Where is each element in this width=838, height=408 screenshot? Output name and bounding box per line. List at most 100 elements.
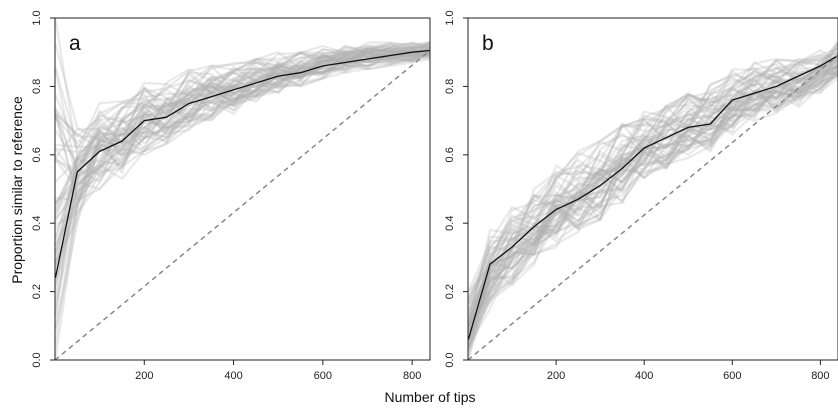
- replicate-line: [468, 63, 838, 348]
- y-tick-label: 0.8: [31, 79, 43, 94]
- replicate-line: [468, 58, 838, 326]
- y-tick-label: 0.4: [31, 216, 43, 231]
- replicate-line: [55, 46, 430, 269]
- replicate-line: [55, 41, 430, 169]
- replicate-line: [55, 56, 430, 246]
- replicate-line: [468, 74, 838, 327]
- replicate-line: [55, 47, 430, 212]
- replicate-line: [55, 46, 430, 183]
- replicate-line: [468, 65, 838, 341]
- y-tick-label: 0.0: [31, 352, 43, 367]
- replicate-line: [55, 50, 430, 169]
- plot-frame: [467, 17, 838, 361]
- x-tick-label: 600: [314, 370, 332, 382]
- replicate-line: [468, 77, 838, 320]
- replicate-line: [55, 41, 430, 152]
- replicate-line: [468, 56, 838, 305]
- replicate-line: [468, 62, 838, 303]
- replicate-line: [468, 63, 838, 312]
- replicate-line: [55, 51, 430, 359]
- panel-letter: b: [482, 32, 494, 55]
- replicate-line: [55, 51, 430, 318]
- replicate-line: [55, 48, 430, 177]
- x-tick-label: 800: [811, 370, 829, 382]
- replicate-line: [55, 18, 430, 158]
- replicate-line: [468, 56, 838, 346]
- replicate-line: [55, 52, 430, 281]
- replicate-line: [55, 43, 430, 172]
- replicate-line: [55, 40, 430, 211]
- replicate-line: [55, 41, 430, 143]
- replicate-line: [468, 70, 838, 348]
- replicate-line: [468, 53, 838, 316]
- y-tick-label: 0.8: [444, 79, 456, 94]
- replicate-line: [55, 51, 430, 253]
- replicate-line: [468, 64, 838, 360]
- replicate-line: [468, 56, 838, 299]
- replicate-line: [55, 57, 430, 317]
- replicate-line: [468, 48, 838, 311]
- replicate-line: [468, 74, 838, 350]
- replicate-line: [55, 52, 430, 230]
- replicate-line: [55, 45, 430, 149]
- replicate-line: [55, 48, 430, 207]
- y-tick-label: 0.4: [444, 216, 456, 231]
- replicate-line: [55, 51, 430, 200]
- replicate-line: [55, 53, 430, 346]
- y-tick-label: 1.0: [31, 10, 43, 25]
- y-tick-label: 0.0: [444, 352, 456, 367]
- x-tick-label: 400: [635, 370, 653, 382]
- replicate-line: [468, 65, 838, 349]
- reference-diagonal-line: [468, 55, 838, 360]
- replicate-line: [55, 42, 430, 159]
- replicate-line: [468, 56, 838, 340]
- replicate-line: [55, 50, 430, 226]
- replicate-line: [468, 66, 838, 326]
- replicate-line: [55, 52, 430, 274]
- replicate-line: [55, 49, 430, 214]
- replicate-line: [468, 51, 838, 309]
- replicate-line: [55, 44, 430, 144]
- replicate-line: [468, 70, 838, 357]
- replicate-line: [468, 49, 838, 300]
- mean-line: [468, 55, 838, 340]
- replicate-line: [55, 42, 430, 204]
- x-axis-label: Number of tips: [384, 389, 475, 405]
- replicate-line: [468, 67, 838, 325]
- panel-letter: a: [69, 32, 81, 55]
- replicate-line: [55, 41, 430, 137]
- replicate-line: [468, 66, 838, 337]
- replicate-line: [468, 74, 838, 325]
- replicate-line: [55, 49, 430, 201]
- y-tick-label: 0.2: [444, 284, 456, 299]
- reference-diagonal-line: [55, 49, 430, 360]
- replicate-line: [55, 46, 430, 302]
- replicate-line: [468, 73, 838, 341]
- replicate-line: [468, 64, 838, 327]
- y-tick-label: 1.0: [444, 10, 456, 25]
- replicate-line: [468, 60, 838, 305]
- replicate-lines: [468, 41, 838, 360]
- replicate-line: [55, 47, 430, 329]
- replicate-line: [55, 41, 430, 149]
- replicate-line: [468, 57, 838, 334]
- replicate-line: [468, 72, 838, 340]
- x-tick-label: 200: [135, 370, 153, 382]
- replicate-line: [468, 71, 838, 348]
- plot-frame: [54, 17, 431, 361]
- y-tick-label: 0.2: [31, 284, 43, 299]
- replicate-line: [55, 47, 430, 255]
- x-tick-label: 800: [403, 370, 421, 382]
- replicate-line: [55, 48, 430, 238]
- replicate-line: [55, 45, 430, 178]
- replicate-line: [468, 46, 838, 331]
- replicate-line: [55, 51, 430, 220]
- replicate-line: [468, 47, 838, 328]
- replicate-line: [468, 60, 838, 320]
- replicate-line: [468, 43, 838, 324]
- replicate-line: [468, 69, 838, 331]
- y-tick-label: 0.6: [444, 147, 456, 162]
- replicate-line: [468, 67, 838, 351]
- y-axis-label: Proportion similar to reference: [9, 96, 25, 284]
